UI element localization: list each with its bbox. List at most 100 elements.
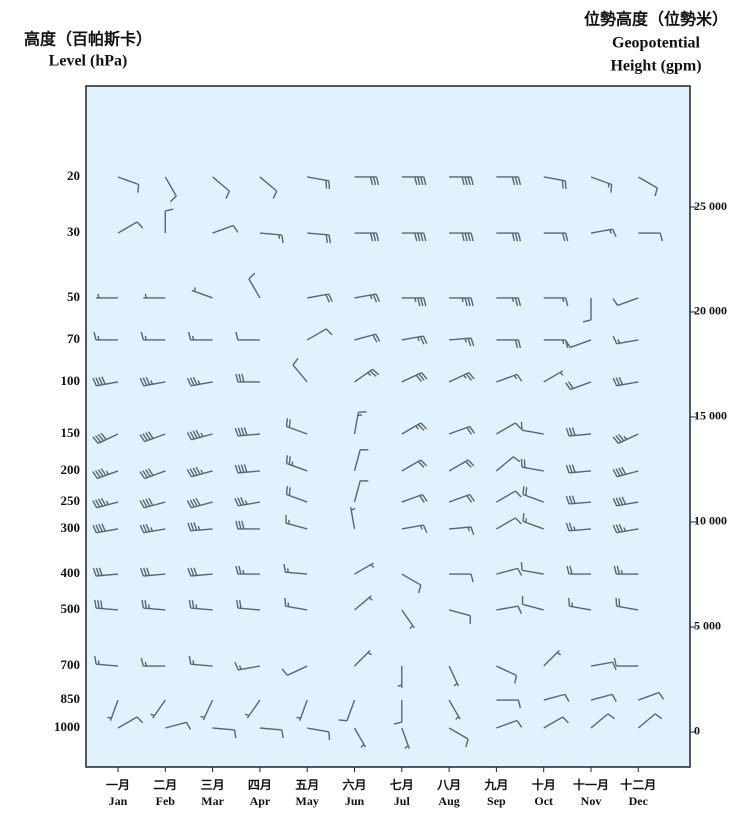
wind-barb bbox=[449, 573, 474, 583]
wind-barb bbox=[448, 665, 460, 687]
wind-barb bbox=[353, 480, 369, 503]
wind-barb bbox=[568, 597, 592, 611]
x-tick-label-zh: 十二月 bbox=[620, 777, 656, 792]
wind-barb bbox=[613, 657, 639, 667]
wind-barb bbox=[212, 224, 239, 234]
wind-barb bbox=[292, 357, 308, 383]
level-label: 20 bbox=[67, 168, 80, 183]
wind-barb bbox=[234, 427, 260, 437]
x-tick-label-zh: 三月 bbox=[201, 778, 225, 792]
wind-barb bbox=[234, 497, 261, 507]
x-tick-label-zh: 六月 bbox=[342, 777, 366, 792]
wind-barb bbox=[92, 523, 119, 534]
wind-barb bbox=[401, 371, 428, 383]
x-tick-label-zh: 十一月 bbox=[573, 777, 609, 792]
wind-barb bbox=[612, 466, 639, 478]
wind-barb bbox=[448, 727, 469, 748]
wind-barb bbox=[522, 486, 544, 503]
wind-barb bbox=[353, 411, 367, 435]
wind-barb bbox=[139, 376, 166, 387]
wind-barb bbox=[188, 655, 213, 667]
wind-barb bbox=[354, 293, 381, 303]
x-tick-label: Oct bbox=[534, 794, 553, 808]
wind-barb bbox=[92, 468, 119, 480]
wind-barb bbox=[93, 331, 118, 341]
wind-barb bbox=[543, 176, 567, 190]
wind-barb bbox=[150, 699, 166, 719]
wind-barb bbox=[522, 513, 544, 530]
wind-barb bbox=[448, 609, 472, 624]
wind-barb bbox=[306, 328, 333, 341]
wind-barb bbox=[543, 370, 564, 383]
wind-barb bbox=[186, 497, 213, 509]
wind-barb bbox=[520, 458, 544, 472]
x-tick-label: Dec bbox=[629, 794, 649, 808]
wind-barb bbox=[520, 561, 544, 575]
wind-barb bbox=[401, 232, 427, 242]
wind-barb bbox=[140, 657, 166, 667]
wind-barb bbox=[496, 719, 523, 729]
wind-barb bbox=[187, 331, 213, 341]
level-label: 100 bbox=[61, 373, 81, 388]
wind-barb bbox=[448, 371, 475, 383]
wind-barb bbox=[259, 176, 278, 199]
wind-barb bbox=[449, 297, 474, 307]
wind-barb bbox=[612, 496, 639, 507]
wind-barb bbox=[401, 459, 428, 472]
wind-barb bbox=[590, 176, 613, 193]
plot-area bbox=[85, 85, 691, 768]
wind-barb bbox=[354, 562, 375, 575]
wind-barb bbox=[612, 523, 639, 534]
wind-barb bbox=[235, 599, 260, 611]
wind-barb bbox=[637, 713, 663, 729]
level-label: 250 bbox=[61, 493, 81, 508]
wind-barb bbox=[543, 650, 562, 667]
wind-barb bbox=[612, 376, 639, 387]
wind-barb bbox=[565, 427, 592, 437]
wind-barb bbox=[449, 232, 474, 242]
x-tick-label-zh: 八月 bbox=[436, 778, 461, 792]
y2-tick-label: 5 000 bbox=[694, 619, 721, 633]
wind-barb bbox=[353, 727, 367, 748]
x-tick-label-zh: 七月 bbox=[390, 778, 414, 792]
wind-barb bbox=[117, 716, 144, 729]
wind-barb bbox=[401, 524, 428, 533]
wind-barb bbox=[191, 287, 213, 299]
level-label: 1000 bbox=[54, 719, 80, 734]
wind-barb bbox=[107, 699, 119, 721]
wind-barb bbox=[449, 176, 474, 186]
wind-barb bbox=[139, 497, 166, 509]
wind-barb bbox=[448, 699, 461, 720]
wind-barb bbox=[349, 507, 356, 530]
wind-barb bbox=[543, 297, 569, 307]
x-tick-label-zh: 四月 bbox=[248, 778, 272, 792]
wind-barb bbox=[296, 699, 308, 721]
wind-barb bbox=[259, 727, 284, 739]
wind-barb bbox=[92, 497, 119, 509]
level-label: 150 bbox=[61, 425, 81, 440]
level-label: 50 bbox=[67, 289, 80, 304]
right-axis-title: 位勢高度（位勢米） bbox=[584, 10, 728, 29]
right-axis-title: Height (gpm) bbox=[610, 58, 701, 75]
wind-barb bbox=[187, 522, 213, 532]
level-label: 700 bbox=[61, 657, 81, 672]
wind-barb bbox=[283, 563, 308, 575]
y2-tick-label: 10 000 bbox=[694, 514, 727, 528]
wind-barb bbox=[496, 176, 522, 186]
wind-barb bbox=[401, 297, 427, 307]
right-axis-title: Geopotential bbox=[612, 35, 701, 52]
wind-barb bbox=[235, 565, 260, 575]
level-label: 200 bbox=[61, 462, 81, 477]
wind-barb bbox=[139, 468, 166, 480]
wind-barb bbox=[543, 716, 569, 729]
wind-barb bbox=[543, 693, 570, 702]
wind-barb bbox=[401, 335, 428, 345]
wind-barb bbox=[354, 368, 380, 383]
wind-barb bbox=[496, 373, 523, 383]
wind-barb bbox=[590, 693, 617, 702]
wind-barb bbox=[94, 655, 119, 667]
wind-barb bbox=[496, 339, 522, 349]
wind-barb bbox=[496, 490, 522, 503]
y2-tick-label: 25 000 bbox=[694, 199, 727, 213]
wind-barb bbox=[285, 486, 308, 503]
